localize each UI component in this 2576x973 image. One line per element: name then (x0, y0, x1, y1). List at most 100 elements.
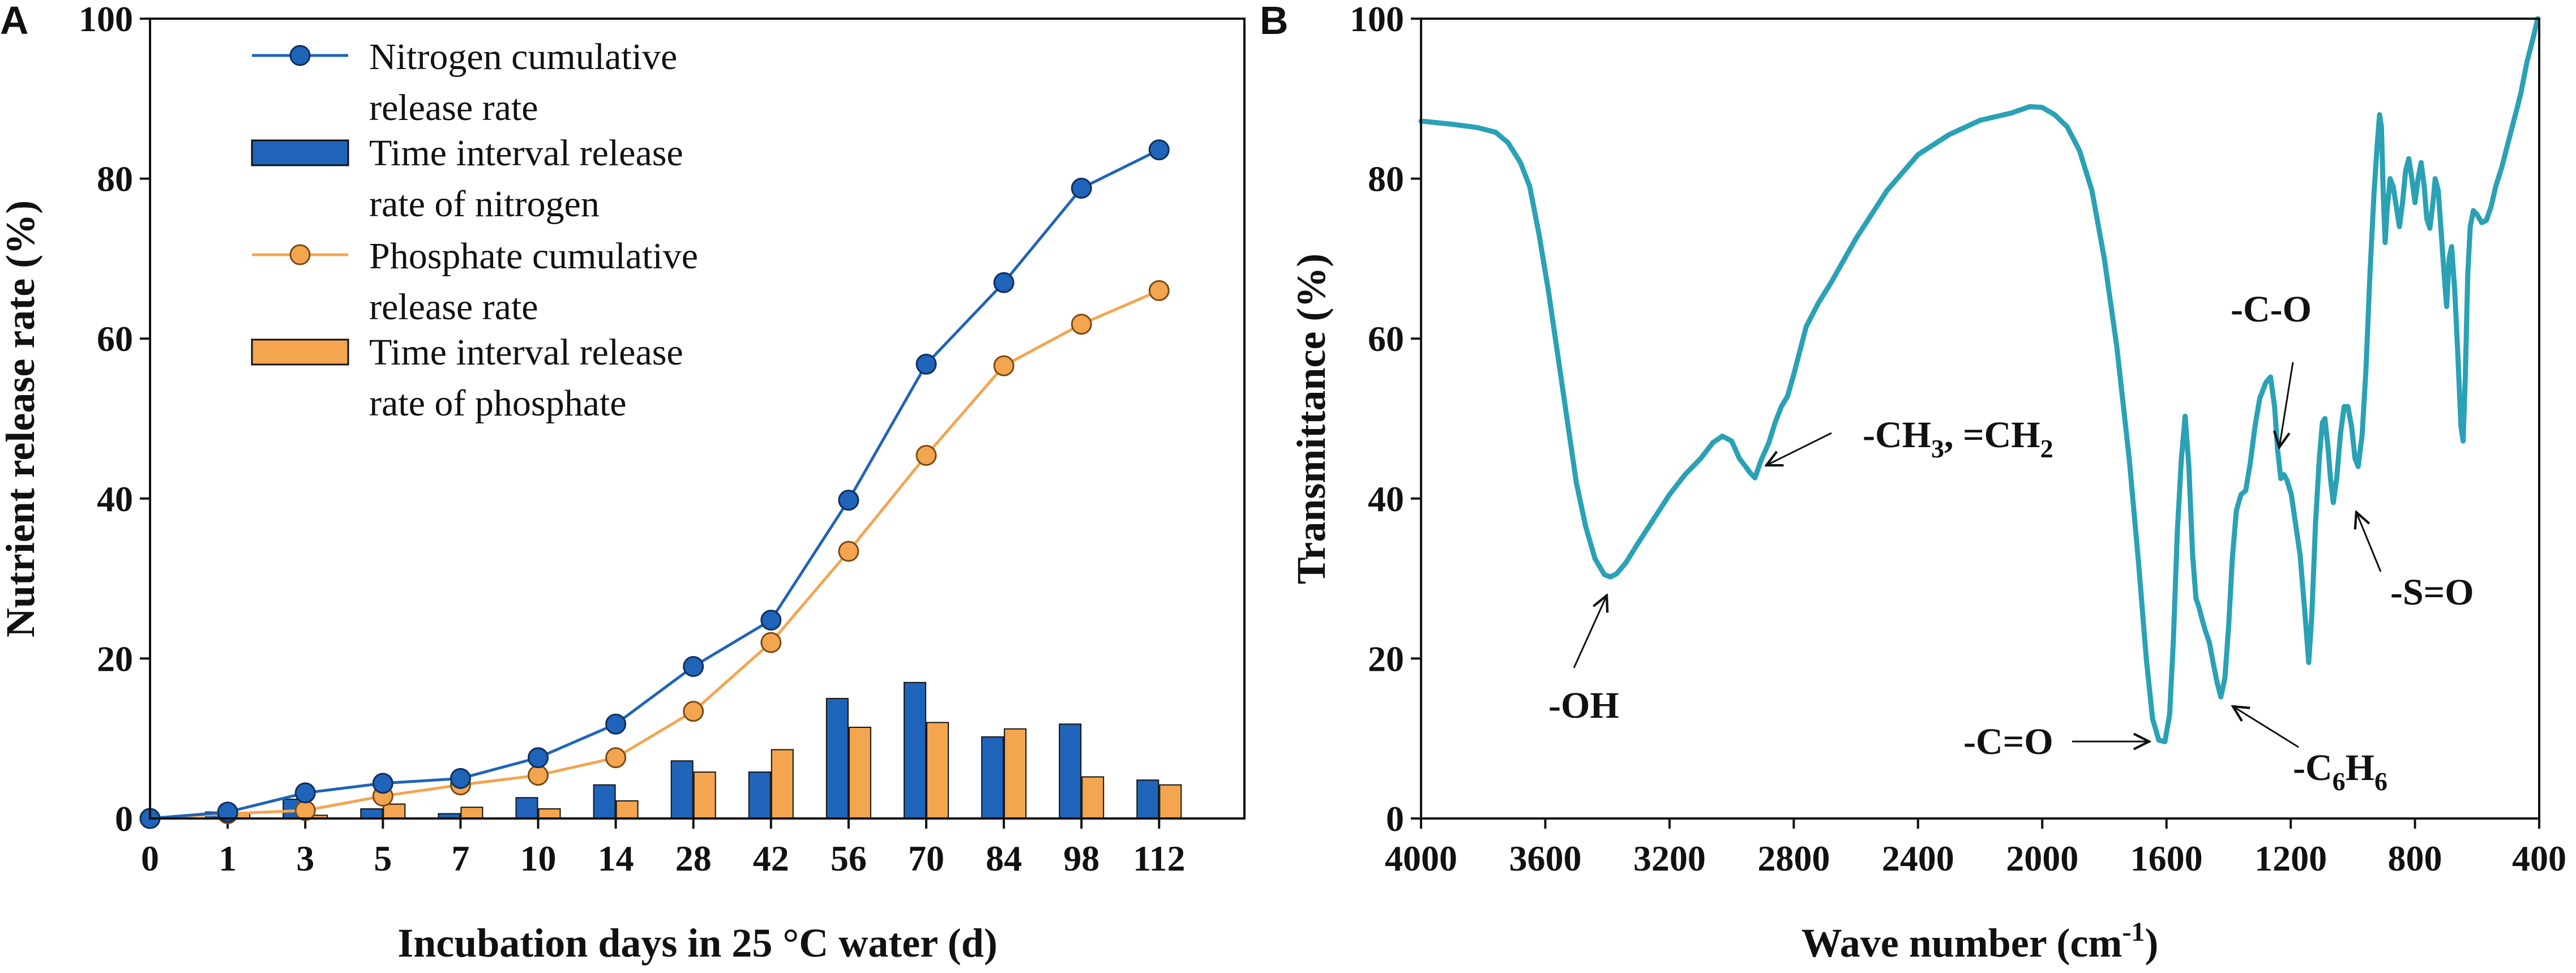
legend-label-3a: Phosphate cumulative (369, 235, 698, 277)
point-nitrogen-cumulative (1071, 178, 1092, 199)
y-tick-label: 0 (115, 799, 133, 839)
x-tick-label: 70 (908, 838, 944, 878)
ftir-spectrum-line (1418, 16, 2540, 744)
y-tick-label: 60 (1368, 319, 1404, 359)
x-tick-label: 1600 (2130, 838, 2203, 878)
bar-nitrogen-interval (825, 698, 849, 820)
x-tick-label: 3600 (1509, 838, 1581, 878)
legend-label-4a: Time interval release (369, 332, 683, 373)
bar-phosphate-interval (383, 803, 406, 820)
y-tick-label: 0 (1386, 799, 1404, 839)
x-tick-label: 800 (2388, 838, 2442, 878)
point-nitrogen-cumulative (683, 656, 704, 678)
annotation-c6h6: -C6H6 (2233, 706, 2387, 796)
legend-swatch-nitrogen (251, 139, 349, 166)
x-tick-label: 2400 (1882, 838, 1954, 878)
annotation-oh: -OH (1548, 595, 1619, 726)
annotation-c-o: -C-O (2231, 289, 2312, 447)
bar-phosphate-interval (926, 722, 949, 819)
bar-phosphate-interval (538, 808, 561, 819)
x-tick-label: 98 (1063, 838, 1099, 878)
annotation-so-label: -S=O (2390, 572, 2474, 613)
legend-entry-phosphate-cumulative: Phosphate cumulative release rate (252, 235, 698, 328)
point-phosphate-cumulative (993, 355, 1015, 376)
bar-nitrogen-interval (1136, 779, 1159, 820)
point-nitrogen-cumulative (372, 773, 393, 794)
panel-a-plot-frame (149, 18, 1246, 820)
legend-entry-nitrogen-interval: Time interval release rate of nitrogen (251, 132, 683, 225)
x-tick-label: 10 (520, 838, 557, 878)
bar-phosphate-interval (1004, 728, 1027, 820)
y-tick-label: 40 (1368, 479, 1404, 519)
bar-phosphate-interval (771, 749, 794, 820)
panel-b-x-axis-label: Wave number (cm-1) (1802, 917, 2159, 966)
legend-label-4b: rate of phosphate (369, 383, 627, 424)
bar-nitrogen-interval (515, 797, 538, 819)
x-tick-label: 4000 (1385, 838, 1457, 878)
point-phosphate-cumulative (915, 444, 937, 466)
y-tick-label: 100 (79, 0, 133, 39)
legend-marker-nitrogen (289, 45, 311, 66)
point-phosphate-cumulative (838, 541, 859, 562)
legend-label-2a: Time interval release (369, 132, 683, 174)
point-nitrogen-cumulative (915, 353, 937, 375)
panel-b-x-ticks: 4000 3600 3200 2800 2400 2000 1600 1200 800 400 (1385, 818, 2566, 878)
annotation-ch-label: -CH3, =CH2 (1863, 414, 2053, 463)
panel-b-y-ticks: 0 20 40 60 80 100 (1350, 0, 1421, 839)
legend-label-3b: release rate (369, 286, 538, 328)
point-nitrogen-cumulative (760, 610, 782, 631)
y-tick-label: 80 (1368, 159, 1404, 199)
annotation-ch3-ch2: -CH3, =CH2 (1766, 414, 2053, 465)
point-nitrogen-cumulative (993, 272, 1015, 293)
point-phosphate-cumulative (683, 701, 704, 722)
point-nitrogen-cumulative (217, 801, 238, 823)
point-nitrogen-cumulative (605, 713, 627, 735)
x-tick-label: 7 (451, 838, 469, 878)
point-phosphate-cumulative (1148, 280, 1170, 301)
annotation-c6h6-label: -C6H6 (2293, 747, 2387, 796)
annotation-c-eq-o: -C=O (1963, 721, 2149, 762)
bar-phosphate-interval (693, 771, 716, 820)
y-tick-label: 20 (97, 638, 133, 679)
annotation-co-label: -C-O (2231, 289, 2312, 330)
panel-b: B 0 20 40 60 80 100 4000 3600 3200 2800 2400 2000 1… (1260, 0, 2566, 966)
legend-label-2b: rate of nitrogen (369, 183, 600, 225)
x-tick-label: 14 (598, 838, 634, 878)
panel-a-y-axis-label: Nutrient release rate (%) (0, 200, 43, 637)
point-nitrogen-cumulative (1148, 139, 1170, 161)
point-phosphate-cumulative (294, 800, 316, 821)
panel-a-x-axis-label: Incubation days in 25 °C water (d) (397, 920, 998, 966)
legend-entry-nitrogen-cumulative: Nitrogen cumulative release rate (252, 36, 677, 128)
panel-a-legend: Nitrogen cumulative release rate Time in… (251, 36, 698, 424)
legend-marker-phosphate (289, 244, 311, 265)
point-phosphate-cumulative (1071, 314, 1092, 335)
annotation-s-o: -S=O (2356, 512, 2474, 613)
y-tick-label: 80 (97, 159, 133, 199)
x-tick-label: 400 (2512, 838, 2566, 878)
x-tick-label: 84 (986, 838, 1022, 878)
x-tick-label: 3200 (1633, 838, 1706, 878)
x-tick-label: 5 (374, 838, 392, 878)
bar-phosphate-interval (615, 800, 639, 819)
bar-phosphate-interval (848, 726, 871, 819)
point-nitrogen-cumulative (294, 782, 316, 804)
panel-b-plot-frame (1420, 18, 2540, 820)
x-tick-label: 1 (219, 838, 237, 878)
x-tick-label: 1200 (2254, 838, 2327, 878)
legend-label-1b: release rate (369, 87, 538, 128)
x-tick-label: 42 (753, 838, 789, 878)
annotation-c6h6-arrow (2233, 706, 2299, 748)
x-tick-label: 28 (675, 838, 712, 878)
bar-nitrogen-interval (748, 771, 771, 820)
panel-b-letter: B (1260, 0, 1289, 42)
bar-nitrogen-interval (360, 808, 383, 819)
point-nitrogen-cumulative (528, 747, 549, 769)
bar-nitrogen-interval (593, 784, 616, 820)
legend-swatch-phosphate (251, 338, 349, 366)
annotation-ch-arrow (1766, 432, 1832, 465)
annotation-oh-arrow (1573, 595, 1607, 668)
bar-phosphate-interval (460, 807, 483, 820)
point-nitrogen-cumulative (450, 768, 471, 789)
point-phosphate-cumulative (605, 747, 627, 769)
